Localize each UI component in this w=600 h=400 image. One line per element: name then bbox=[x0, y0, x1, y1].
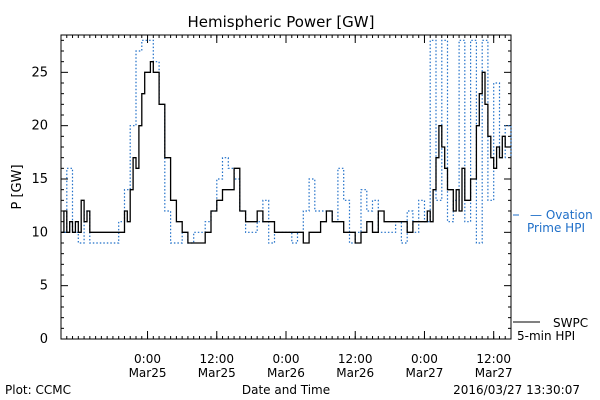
plot-credit: Plot: CCMC bbox=[5, 383, 71, 397]
y-tick-label: 15 bbox=[31, 172, 48, 187]
x-tick-label-time: 0:00 bbox=[134, 352, 161, 366]
series-line-ovation-prime bbox=[61, 39, 512, 244]
x-tick-label-date: Mar27 bbox=[406, 366, 444, 380]
legend-swpc-line1: SWPC bbox=[553, 316, 588, 330]
chart-title: Hemispheric Power [GW] bbox=[188, 13, 375, 31]
x-tick-label-time: 12:00 bbox=[199, 352, 234, 366]
legend-ovation-line1: — Ovation bbox=[530, 208, 593, 222]
x-tick-label-time: 0:00 bbox=[273, 352, 300, 366]
timestamp: 2016/03/27 13:30:07 bbox=[453, 383, 580, 397]
x-axis-label: Date and Time bbox=[242, 383, 330, 397]
legend-swpc-line2: 5-min HPI bbox=[517, 329, 575, 343]
x-tick-label-time: 12:00 bbox=[476, 352, 511, 366]
legend-ovation-line2: Prime HPI bbox=[527, 221, 585, 235]
y-axis-label: P [GW] bbox=[10, 164, 25, 209]
y-tick-label: 20 bbox=[31, 119, 48, 134]
x-tick-label-date: Mar27 bbox=[475, 366, 513, 380]
x-axis: 0:00Mar2512:00Mar250:00Mar2612:00Mar260:… bbox=[60, 35, 513, 380]
y-tick-label: 0 bbox=[40, 332, 48, 347]
legend: — Ovation Prime HPI SWPC 5-min HPI bbox=[513, 208, 593, 343]
x-tick-label-date: Mar25 bbox=[129, 366, 167, 380]
x-tick-label-time: 0:00 bbox=[411, 352, 438, 366]
y-axis: 0 5 10 15 20 25 bbox=[31, 39, 511, 347]
x-tick-label-date: Mar26 bbox=[267, 366, 305, 380]
x-tick-label-date: Mar25 bbox=[198, 366, 236, 380]
x-tick-label-date: Mar26 bbox=[336, 366, 374, 380]
series-layer bbox=[61, 39, 512, 244]
y-tick-label: 25 bbox=[31, 65, 48, 80]
x-tick-label-time: 12:00 bbox=[338, 352, 373, 366]
y-tick-label: 10 bbox=[31, 225, 48, 240]
y-tick-label: 5 bbox=[40, 279, 48, 294]
plot-frame bbox=[60, 34, 512, 340]
series-line-swpc bbox=[61, 61, 511, 244]
